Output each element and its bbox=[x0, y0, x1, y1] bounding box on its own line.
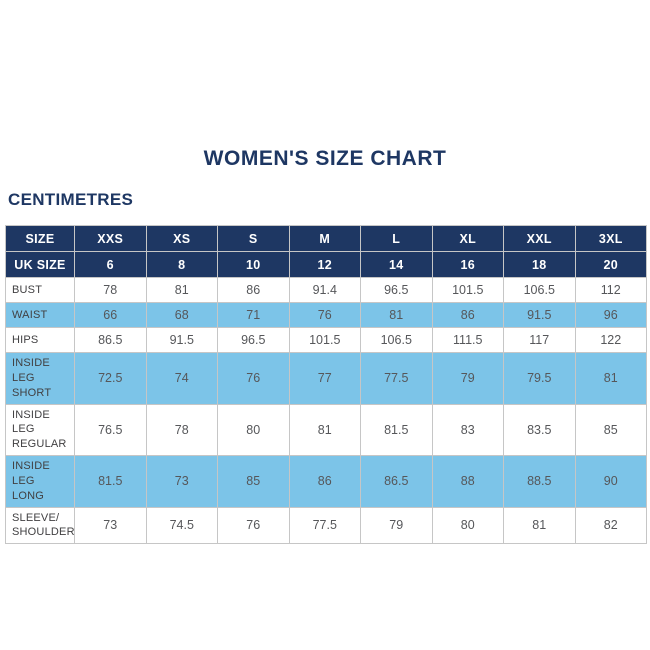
cell-sleeve-shoulder-3xl: 82 bbox=[574, 506, 647, 545]
cell-inside-leg-regular-xl: 83 bbox=[431, 403, 504, 457]
cell-waist-xl: 86 bbox=[431, 302, 504, 328]
uk-size-header-label: UK SIZE bbox=[5, 251, 75, 278]
uk-size-col-8: 8 bbox=[145, 251, 218, 278]
cell-inside-leg-long-m: 86 bbox=[288, 455, 361, 508]
cell-inside-leg-long-xl: 88 bbox=[431, 455, 504, 508]
cell-waist-xxl: 91.5 bbox=[503, 302, 576, 328]
cell-hips-xxl: 117 bbox=[503, 327, 576, 353]
cell-bust-m: 91.4 bbox=[288, 277, 361, 303]
cell-hips-3xl: 122 bbox=[574, 327, 647, 353]
uk-size-col-16: 16 bbox=[431, 251, 504, 278]
cell-hips-s: 96.5 bbox=[217, 327, 290, 353]
cell-inside-leg-long-3xl: 90 bbox=[574, 455, 647, 508]
table-row-inside-leg-long: INSIDE LEG LONG 81.5 73 85 86 86.5 88 88.5 90 bbox=[5, 455, 647, 508]
size-col-xs: XS bbox=[145, 225, 218, 252]
size-col-3xl: 3XL bbox=[574, 225, 647, 252]
uk-size-header-row: UK SIZE 6 8 10 12 14 16 18 20 bbox=[5, 251, 647, 278]
cell-bust-s: 86 bbox=[217, 277, 290, 303]
cell-hips-xxs: 86.5 bbox=[74, 327, 147, 353]
cell-sleeve-shoulder-xxl: 81 bbox=[503, 506, 576, 545]
cell-bust-xxl: 106.5 bbox=[503, 277, 576, 303]
cell-sleeve-shoulder-xs: 74.5 bbox=[145, 506, 218, 545]
size-col-xxl: XXL bbox=[503, 225, 576, 252]
uk-size-col-20: 20 bbox=[574, 251, 647, 278]
cell-bust-l: 96.5 bbox=[360, 277, 433, 303]
row-label-hips: HIPS bbox=[5, 327, 75, 353]
uk-size-col-14: 14 bbox=[360, 251, 433, 278]
cell-hips-l: 106.5 bbox=[360, 327, 433, 353]
size-col-m: M bbox=[288, 225, 361, 252]
cell-waist-xxs: 66 bbox=[74, 302, 147, 328]
size-col-xxs: XXS bbox=[74, 225, 147, 252]
uk-size-col-6: 6 bbox=[74, 251, 147, 278]
size-chart-table: SIZE XXS XS S M L XL XXL 3XL UK SIZE 6 8 10 12 14 16 18 2… bbox=[5, 225, 647, 545]
cell-inside-leg-regular-xs: 78 bbox=[145, 403, 218, 457]
size-chart-body: BUST 78 81 86 91.4 96.5 101.5 106.5 112 WAIST 66 68… bbox=[5, 277, 647, 545]
cell-hips-xl: 111.5 bbox=[431, 327, 504, 353]
uk-size-col-10: 10 bbox=[217, 251, 290, 278]
table-row-sleeve-shoulder: SLEEVE/ SHOULDER 73 74.5 76 77.5 79 80 81 82 bbox=[5, 506, 647, 545]
cell-inside-leg-short-xxl: 79.5 bbox=[503, 352, 576, 405]
table-row-inside-leg-regular: INSIDE LEG REGULAR 76.5 78 80 81 81.5 83 83.5 85 bbox=[5, 403, 647, 457]
cell-waist-s: 71 bbox=[217, 302, 290, 328]
units-label: CENTIMETRES bbox=[8, 190, 134, 209]
cell-waist-3xl: 96 bbox=[574, 302, 647, 328]
cell-waist-xs: 68 bbox=[145, 302, 218, 328]
cell-inside-leg-short-l: 77.5 bbox=[360, 352, 433, 405]
cell-sleeve-shoulder-xl: 80 bbox=[431, 506, 504, 545]
cell-inside-leg-long-xxl: 88.5 bbox=[503, 455, 576, 508]
cell-inside-leg-regular-s: 80 bbox=[217, 403, 290, 457]
table-row-waist: WAIST 66 68 71 76 81 86 91.5 96 bbox=[5, 302, 647, 328]
row-label-inside-leg-long: INSIDE LEG LONG bbox=[5, 455, 75, 508]
row-label-inside-leg-regular: INSIDE LEG REGULAR bbox=[5, 403, 75, 457]
cell-inside-leg-short-xxs: 72.5 bbox=[74, 352, 147, 405]
row-label-sleeve-shoulder: SLEEVE/ SHOULDER bbox=[5, 506, 75, 545]
table-row-bust: BUST 78 81 86 91.4 96.5 101.5 106.5 112 bbox=[5, 277, 647, 303]
cell-sleeve-shoulder-s: 76 bbox=[217, 506, 290, 545]
size-header-label: SIZE bbox=[5, 225, 75, 252]
uk-size-col-12: 12 bbox=[288, 251, 361, 278]
table-row-inside-leg-short: INSIDE LEG SHORT 72.5 74 76 77 77.5 79 79.5 81 bbox=[5, 352, 647, 405]
uk-size-col-18: 18 bbox=[503, 251, 576, 278]
cell-inside-leg-short-xl: 79 bbox=[431, 352, 504, 405]
cell-inside-leg-short-m: 77 bbox=[288, 352, 361, 405]
cell-inside-leg-regular-m: 81 bbox=[288, 403, 361, 457]
size-col-xl: XL bbox=[431, 225, 504, 252]
cell-bust-3xl: 112 bbox=[574, 277, 647, 303]
cell-bust-xl: 101.5 bbox=[431, 277, 504, 303]
cell-inside-leg-regular-3xl: 85 bbox=[574, 403, 647, 457]
cell-sleeve-shoulder-m: 77.5 bbox=[288, 506, 361, 545]
cell-inside-leg-long-xxs: 81.5 bbox=[74, 455, 147, 508]
cell-inside-leg-regular-xxs: 76.5 bbox=[74, 403, 147, 457]
cell-bust-xs: 81 bbox=[145, 277, 218, 303]
cell-inside-leg-short-3xl: 81 bbox=[574, 352, 647, 405]
cell-inside-leg-long-s: 85 bbox=[217, 455, 290, 508]
cell-hips-m: 101.5 bbox=[288, 327, 361, 353]
cell-inside-leg-long-xs: 73 bbox=[145, 455, 218, 508]
cell-hips-xs: 91.5 bbox=[145, 327, 218, 353]
cell-waist-l: 81 bbox=[360, 302, 433, 328]
row-label-waist: WAIST bbox=[5, 302, 75, 328]
cell-inside-leg-short-s: 76 bbox=[217, 352, 290, 405]
size-col-s: S bbox=[217, 225, 290, 252]
cell-bust-xxs: 78 bbox=[74, 277, 147, 303]
row-label-inside-leg-short: INSIDE LEG SHORT bbox=[5, 352, 75, 405]
cell-sleeve-shoulder-l: 79 bbox=[360, 506, 433, 545]
size-chart-header: SIZE XXS XS S M L XL XXL 3XL UK SIZE 6 8 10 12 14 16 18 2… bbox=[5, 225, 647, 278]
row-label-bust: BUST bbox=[5, 277, 75, 303]
size-header-row: SIZE XXS XS S M L XL XXL 3XL bbox=[5, 225, 647, 252]
cell-inside-leg-regular-xxl: 83.5 bbox=[503, 403, 576, 457]
cell-inside-leg-regular-l: 81.5 bbox=[360, 403, 433, 457]
cell-waist-m: 76 bbox=[288, 302, 361, 328]
cell-sleeve-shoulder-xxs: 73 bbox=[74, 506, 147, 545]
page-title: WOMEN'S SIZE CHART bbox=[203, 147, 447, 170]
cell-inside-leg-short-xs: 74 bbox=[145, 352, 218, 405]
size-col-l: L bbox=[360, 225, 433, 252]
table-row-hips: HIPS 86.5 91.5 96.5 101.5 106.5 111.5 117 122 bbox=[5, 327, 647, 353]
cell-inside-leg-long-l: 86.5 bbox=[360, 455, 433, 508]
